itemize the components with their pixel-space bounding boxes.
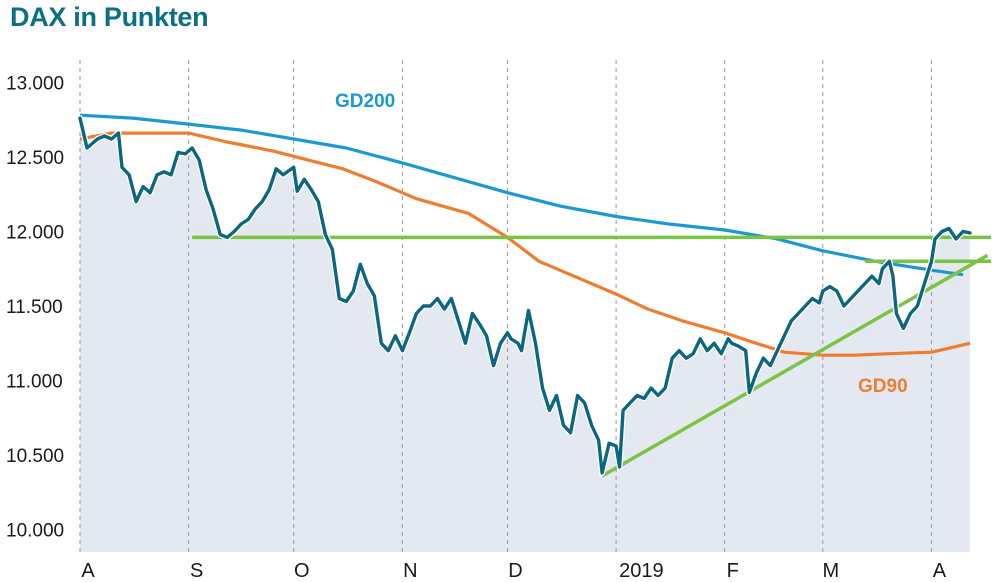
x-tick-label: A	[81, 560, 95, 582]
y-tick-label: 11.500	[6, 297, 63, 318]
y-tick-label: 13.000	[6, 73, 64, 94]
series-labels: GD200 GD90	[335, 91, 908, 397]
x-tick-label: M	[822, 560, 839, 582]
y-axis-tick-labels: 13.000 12.500 12.000 11.500 11.000 10.500 10.0…	[6, 73, 64, 541]
y-tick-label: 11.000	[6, 372, 63, 393]
gd200-label: GD200	[335, 91, 395, 112]
y-tick-label: 12.000	[6, 222, 64, 243]
y-tick-label: 12.500	[6, 148, 64, 169]
x-tick-label: 2019	[619, 560, 664, 582]
gd200-line	[79, 113, 964, 277]
x-tick-label: N	[403, 560, 417, 582]
x-tick-label: O	[294, 560, 310, 582]
moving-average-lines	[79, 113, 971, 357]
gd90-line	[79, 131, 971, 357]
chart-title: DAX in Punkten	[10, 2, 209, 32]
gd90-label: GD90	[858, 376, 908, 397]
x-tick-label: D	[508, 560, 522, 582]
y-tick-label: 10.500	[6, 446, 64, 467]
x-tick-label: S	[190, 560, 203, 582]
x-axis-tick-labels: A S O N D 2019 F M A	[81, 560, 946, 582]
x-tick-label: F	[727, 560, 739, 582]
y-tick-label: 10.000	[6, 521, 64, 542]
x-tick-label: A	[933, 560, 947, 582]
dax-series	[77, 115, 973, 476]
dax-line	[78, 116, 972, 475]
month-gridlines	[79, 60, 932, 556]
